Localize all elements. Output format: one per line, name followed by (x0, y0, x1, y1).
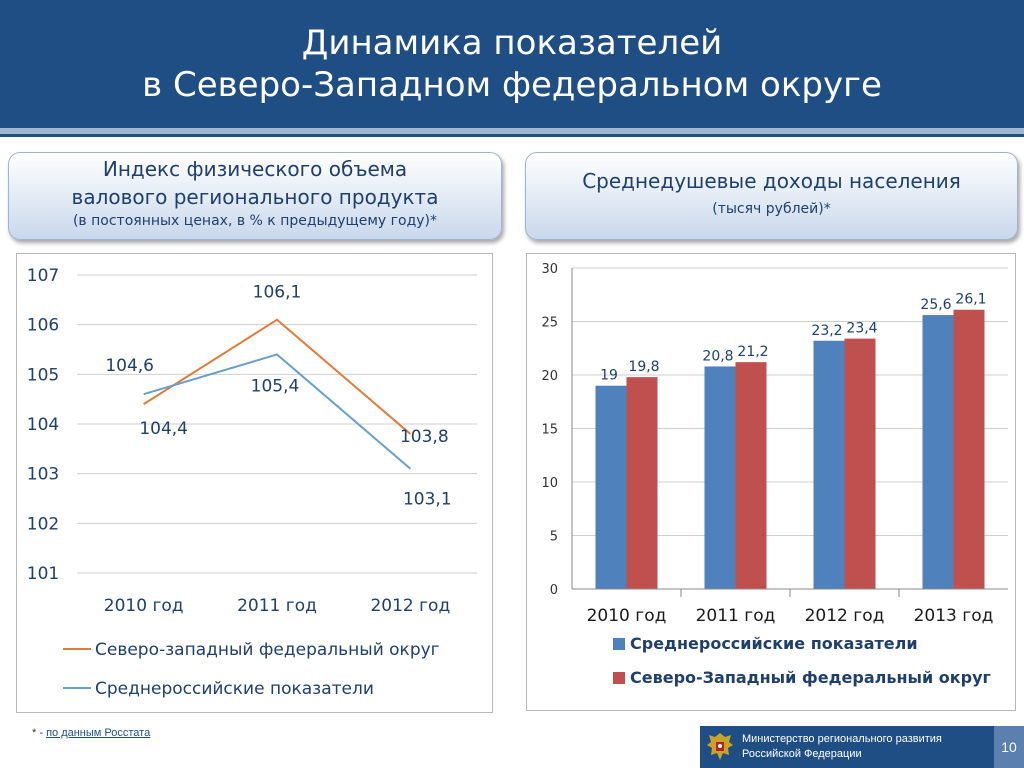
footnote-prefix: * - (32, 727, 47, 739)
bar-chart-legend-swatch (613, 638, 625, 650)
line-chart-frame: 101 102 103 104 105 106 107 2010 год 2011 год 201… (16, 253, 493, 713)
line-chart-y-tick: 107 (27, 266, 59, 286)
bar-chart-x-tick: 2013 год (914, 606, 994, 626)
line-chart-y-tick: 106 (27, 316, 59, 336)
line-chart-series-line (143, 318, 411, 435)
line-chart-y-tick: 103 (27, 465, 59, 485)
bar-chart-frame: 0 5 10 15 20 25 30 19 19,8 2010 год 20,8 21,2 2011 г… (526, 253, 1016, 711)
bar-chart: 0 5 10 15 20 25 30 19 19,8 2010 год 20,8 21,2 2011 г… (541, 262, 1008, 687)
bar-chart-bar (844, 338, 876, 589)
line-chart-x-tick: 2012 год (370, 596, 450, 616)
bar-chart-y-tick: 20 (541, 369, 558, 384)
bar-chart-y-tick: 25 (541, 316, 558, 331)
slide-title-line2: в Северо-Западном федеральном округе (142, 65, 882, 105)
bar-chart-bar (953, 309, 985, 589)
line-chart-data-label: 106,1 (253, 283, 302, 303)
line-chart-legend-label: Северо-западный федеральный округ (95, 640, 440, 660)
line-chart: 101 102 103 104 105 106 107 2010 год 2011 год 201… (27, 266, 477, 699)
left-heading-line2: валового регионального продукта (71, 185, 439, 209)
line-chart-y-tick: 102 (27, 514, 59, 534)
left-chart-heading: Индекс физического объема валового регио… (8, 152, 502, 240)
bar-chart-y-tick: 15 (541, 423, 558, 438)
bar-chart-data-label: 23,2 (811, 323, 842, 339)
right-heading-sub: (тысяч рублей)* (712, 201, 831, 217)
line-chart-series-line (143, 353, 411, 470)
line-chart-data-label: 105,4 (251, 376, 300, 396)
line-chart-data-label: 104,4 (139, 419, 188, 439)
bar-chart-data-label: 20,8 (702, 348, 733, 364)
bar-chart-data-label: 19,8 (628, 359, 659, 375)
right-chart-heading: Среднедушевые доходы населения (тысяч ру… (525, 152, 1018, 240)
footnote: * - по данным Росстата (32, 727, 150, 739)
bar-chart-bar (704, 366, 736, 589)
bar-chart-bar (813, 340, 845, 589)
slide-title: Динамика показателей в Северо-Западном ф… (0, 22, 1024, 106)
bar-chart-y-tick: 10 (541, 476, 558, 491)
right-heading-line1: Среднедушевые доходы населения (582, 169, 961, 193)
bar-chart-legend-swatch (613, 672, 625, 684)
line-chart-y-tick: 105 (27, 365, 59, 385)
bar-chart-data-label: 19 (600, 368, 618, 384)
header-stripe-thin (0, 134, 1024, 137)
ministry-line2: Российской Федерации (742, 748, 862, 760)
bar-chart-y-tick: 5 (550, 530, 558, 545)
line-chart-legend-label: Среднероссийские показатели (95, 679, 374, 699)
line-chart-data-label: 103,1 (403, 490, 452, 510)
bar-chart-bar (626, 377, 658, 589)
bar-chart-legend-label: Северо-Западный федеральный округ (630, 668, 991, 687)
line-chart-y-tick: 104 (27, 415, 59, 435)
footer-bar: Министерство регионального развития Росс… (700, 726, 1024, 768)
bar-chart-y-tick: 0 (550, 583, 558, 598)
bar-chart-legend-label: Среднероссийские показатели (630, 634, 918, 653)
line-chart-y-tick: 101 (27, 564, 59, 584)
line-chart-x-tick: 2010 год (104, 596, 184, 616)
bar-chart-data-label: 25,6 (920, 297, 951, 313)
bar-chart-y-tick: 30 (541, 262, 558, 277)
line-chart-data-label: 104,6 (105, 356, 154, 376)
bar-chart-data-label: 21,2 (737, 344, 768, 360)
page-number: 10 (994, 726, 1024, 768)
bar-chart-x-tick: 2010 год (587, 606, 667, 626)
bar-chart-bar (595, 385, 627, 589)
bar-chart-data-label: 23,4 (846, 321, 877, 337)
bar-chart-data-label: 26,1 (955, 292, 986, 308)
header-stripe (0, 128, 1024, 134)
bar-chart-bar (735, 362, 767, 589)
bar-chart-x-tick: 2012 год (805, 606, 885, 626)
left-heading-line1: Индекс физического объема (102, 157, 408, 181)
line-chart-x-tick: 2011 год (237, 596, 317, 616)
bar-chart-bar (922, 315, 954, 589)
line-chart-data-label: 103,8 (400, 427, 449, 447)
ministry-line1: Министерство регионального развития (742, 733, 942, 745)
slide-title-line1: Динамика показателей (301, 23, 723, 63)
bar-chart-x-tick: 2011 год (696, 606, 776, 626)
coat-of-arms-icon (707, 733, 733, 760)
rosstat-link[interactable]: по данным Росстата (46, 727, 151, 739)
left-heading-sub: (в постоянных ценах, в % к предыдущему г… (72, 213, 438, 229)
ministry-name: Министерство регионального развития Росс… (742, 732, 942, 762)
header-bar (0, 0, 1024, 137)
